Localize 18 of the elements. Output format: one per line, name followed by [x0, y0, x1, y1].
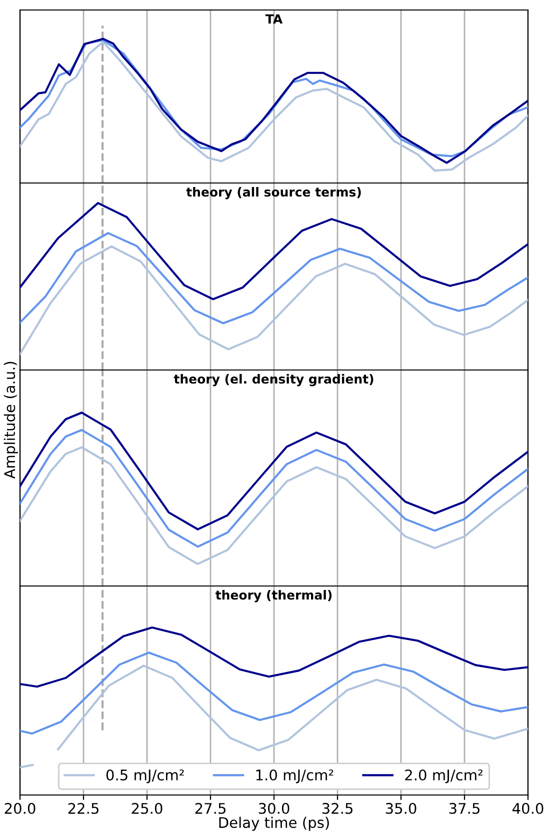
legend-label: 2.0 mJ/cm²: [405, 769, 482, 784]
legend-label: 1.0 mJ/cm²: [256, 769, 334, 784]
x-tick-label: 37.5: [449, 802, 480, 814]
x-tick-label: 27.5: [195, 802, 226, 814]
x-tick-label: 40.0: [512, 802, 544, 814]
legend-label: 0.5 mJ/cm²: [106, 769, 184, 784]
x-axis-title: Delay time (ps): [219, 816, 329, 831]
x-tick-label: 22.5: [68, 802, 98, 814]
x-tick-label: 35.0: [386, 802, 416, 814]
x-tick-label: 32.5: [322, 802, 352, 814]
x-tick-label: 25.0: [132, 802, 162, 814]
x-tick-label: 20.0: [4, 802, 36, 814]
y-axis-title: Amplitude (a.u.): [4, 362, 18, 479]
chart-title: theory (thermal): [216, 590, 332, 602]
x-tick-label: 30.0: [258, 802, 290, 814]
chart-title: TA: [265, 14, 283, 24]
chart-title: theory (el. density gradient): [174, 374, 374, 386]
chart-title: theory (all source terms): [186, 187, 361, 200]
